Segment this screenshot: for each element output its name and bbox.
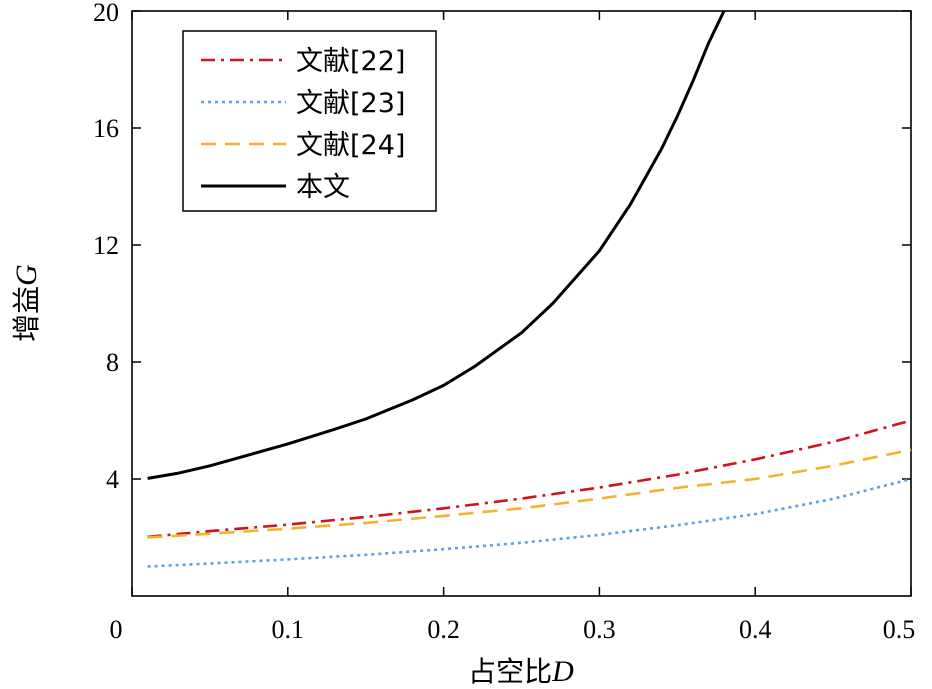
series-line-2 [147,477,912,568]
svg-text:增益G: 增益G [10,264,43,342]
x-tick-label: 0.5 [883,615,916,644]
x-axis-ticks: 0 0.1 0.2 0.3 0.4 0.5 [110,11,916,644]
x-tick-label: 0 [110,615,123,644]
legend-label-2: 文献[23] [296,88,405,119]
y-axis-label: 增益 [10,286,43,342]
legend-box [182,30,437,212]
legend-label-4: 本文 [296,172,350,203]
x-axis-title: 占空比D [468,655,574,688]
y-axis-ticks: 4 8 12 16 20 [93,0,911,494]
x-axis-label: 占空比 [468,655,552,688]
x-tick-label: 0.4 [739,615,772,644]
x-tick-label: 0.1 [272,615,305,644]
x-tick-label: 0.2 [427,615,460,644]
series-line-3 [147,448,912,539]
legend-label-1: 文献[22] [296,46,405,77]
x-tick-label: 0.3 [583,615,616,644]
y-axis-variable: G [10,264,43,286]
plot-frame [131,10,912,597]
y-tick-label: 20 [93,0,119,27]
series-line-1 [147,419,912,539]
series-line-4 [147,10,726,480]
y-tick-label: 4 [106,465,119,494]
y-axis-title: 增益G [10,264,43,342]
y-tick-label: 16 [93,114,119,143]
svg-text:占空比D: 占空比D [468,655,574,688]
y-tick-label: 12 [93,231,119,260]
legend: 文献[22] 文献[23] 文献[24] 本文 [182,30,437,212]
y-tick-label: 8 [106,348,119,377]
x-axis-variable: D [551,655,574,688]
legend-label-3: 文献[24] [296,130,405,161]
series-layer [147,10,912,568]
